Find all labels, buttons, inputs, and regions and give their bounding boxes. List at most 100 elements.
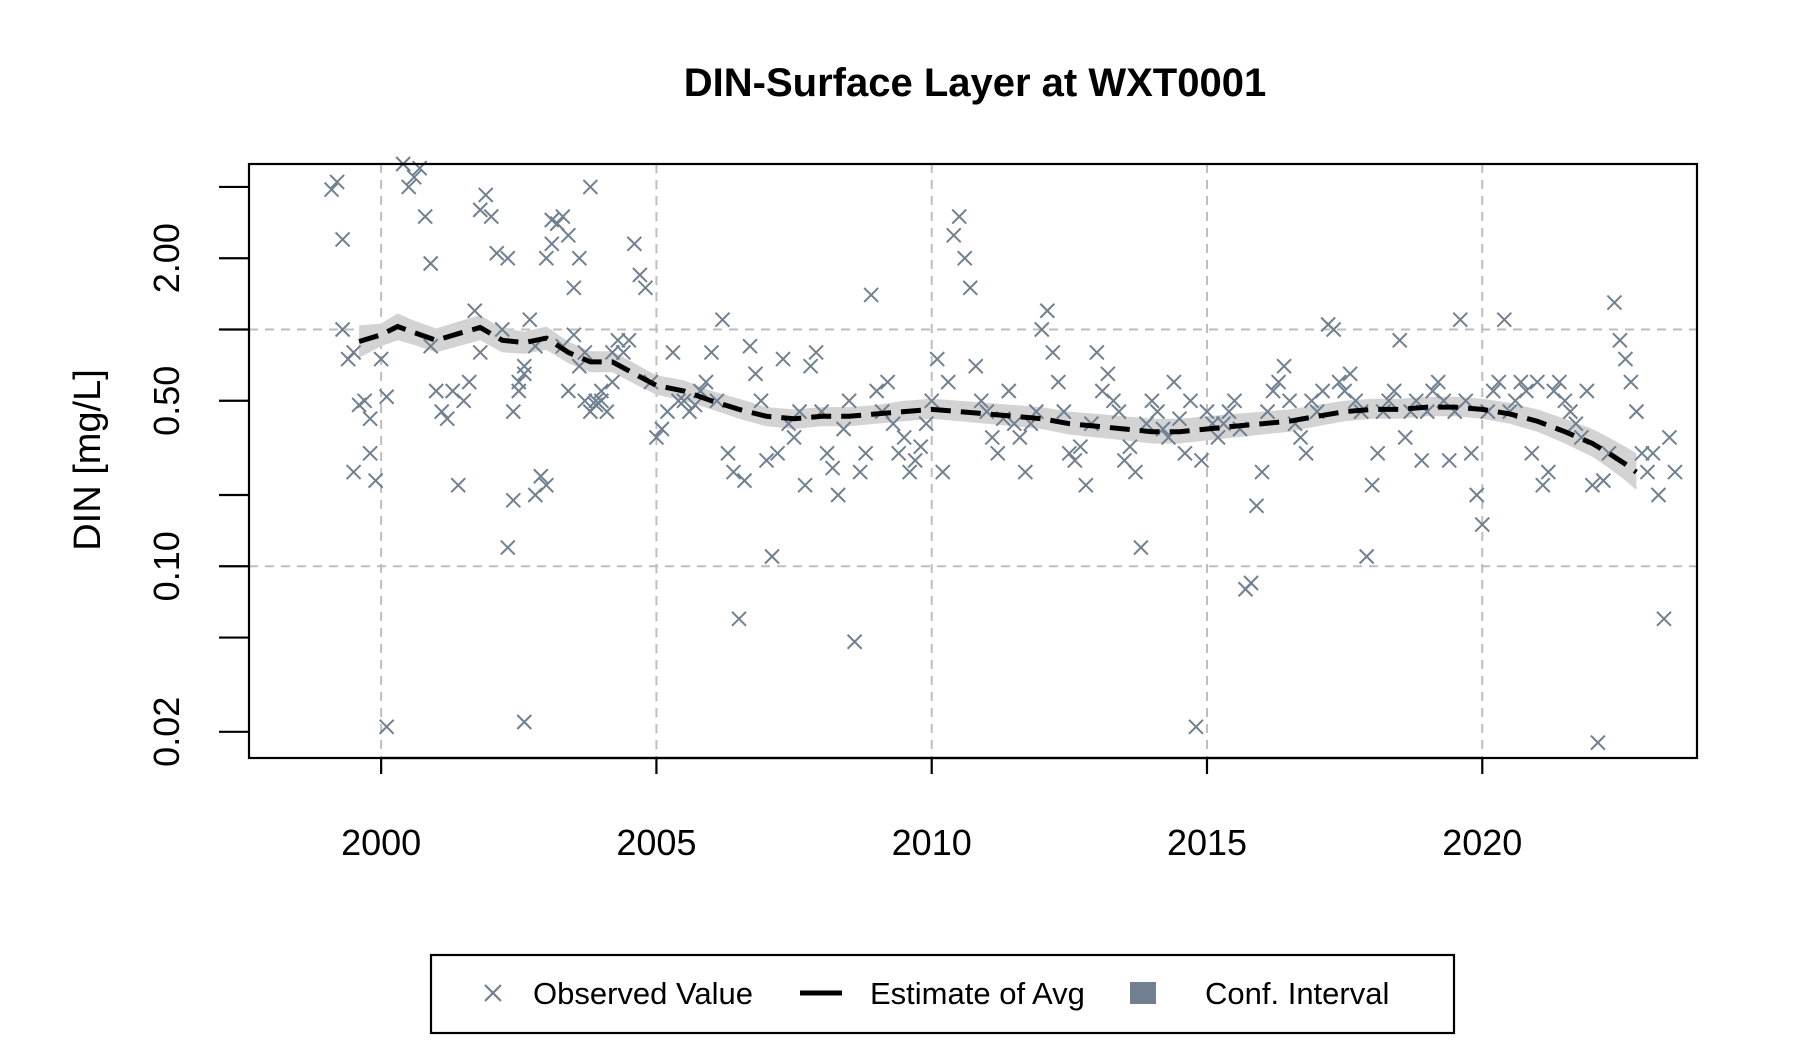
observed-point xyxy=(577,393,593,409)
observed-point xyxy=(698,374,714,390)
observed-point xyxy=(846,634,863,650)
observed-point xyxy=(544,236,560,252)
observed-point xyxy=(422,255,439,272)
observed-point xyxy=(1259,403,1276,420)
observed-point xyxy=(1276,358,1292,374)
observed-point xyxy=(1590,734,1606,751)
observed-point xyxy=(1210,429,1226,446)
observed-point xyxy=(637,280,654,296)
observed-point xyxy=(362,445,378,462)
observed-point xyxy=(1122,438,1138,455)
observed-point xyxy=(769,445,786,462)
observed-point xyxy=(1364,477,1380,493)
observed-point xyxy=(1144,393,1160,409)
observed-point xyxy=(901,464,918,480)
observed-point xyxy=(912,438,929,455)
y-axis-label: DIN [mg/L] xyxy=(67,369,109,551)
observed-point xyxy=(1623,374,1639,390)
legend-label-observed: Observed Value xyxy=(533,976,753,1011)
observed-point xyxy=(626,236,643,252)
observed-point xyxy=(494,321,510,338)
observed-point xyxy=(1182,393,1199,409)
x-tick-label: 2010 xyxy=(892,822,972,863)
observed-point xyxy=(1529,374,1546,390)
observed-point xyxy=(1369,445,1386,462)
observed-point xyxy=(852,464,868,480)
observed-point xyxy=(1056,403,1072,420)
observed-point xyxy=(648,429,665,446)
observed-point xyxy=(456,393,472,409)
observed-point xyxy=(615,344,632,361)
observed-point xyxy=(472,202,488,218)
observed-point xyxy=(747,366,764,382)
y-axis: 0.02 0.10 0.50 2.00 xyxy=(146,185,249,767)
observed-point xyxy=(824,460,841,476)
y-tick-label: 0.10 xyxy=(146,531,187,601)
observed-point xyxy=(1535,477,1551,493)
observed-point xyxy=(400,179,417,195)
observed-point xyxy=(1270,374,1287,390)
observed-point xyxy=(1292,429,1309,446)
observed-point xyxy=(1133,539,1149,556)
legend-label-estimate: Estimate of Avg xyxy=(870,976,1085,1011)
observed-point xyxy=(461,374,477,390)
observed-point xyxy=(1199,403,1215,420)
observed-point xyxy=(1397,429,1413,446)
observed-point xyxy=(720,445,736,462)
observed-point xyxy=(632,267,648,283)
observed-point xyxy=(935,464,951,480)
observed-point xyxy=(566,280,582,296)
observed-point xyxy=(467,303,483,319)
observed-point xyxy=(1149,403,1166,420)
observed-point xyxy=(610,332,626,349)
observed-point xyxy=(489,245,505,261)
observed-point xyxy=(957,250,973,266)
observed-point xyxy=(323,181,340,198)
observed-point xyxy=(527,487,544,503)
observed-point xyxy=(1634,445,1650,462)
observed-point xyxy=(1089,344,1105,361)
observed-point xyxy=(560,383,577,399)
observed-point xyxy=(1584,477,1601,493)
observed-point xyxy=(1314,383,1331,399)
observed-point xyxy=(1452,311,1468,328)
observed-point xyxy=(378,719,395,735)
observed-point xyxy=(1039,303,1056,319)
observed-point xyxy=(1496,311,1513,328)
chart-title: DIN-Surface Layer at WXT0001 xyxy=(684,61,1266,105)
observed-point xyxy=(588,393,604,409)
observed-point xyxy=(835,421,852,437)
observed-point xyxy=(1524,445,1540,462)
observed-point xyxy=(516,366,532,382)
observed-point xyxy=(1463,445,1479,462)
observed-point xyxy=(1127,464,1144,480)
observed-point xyxy=(841,393,857,409)
observed-point xyxy=(593,383,610,399)
observed-point xyxy=(1491,374,1507,390)
observed-point xyxy=(1639,464,1656,480)
observed-point xyxy=(367,472,384,489)
legend-item-estimate: Estimate of Avg xyxy=(800,976,1085,1011)
observed-point xyxy=(356,393,373,409)
observed-point xyxy=(522,311,538,328)
legend-item-observed: Observed Value xyxy=(484,976,753,1011)
observed-point xyxy=(406,169,422,185)
observed-point xyxy=(1331,374,1347,390)
observed-point xyxy=(500,250,516,266)
observed-point xyxy=(511,383,527,399)
observed-point xyxy=(577,344,593,361)
observed-point xyxy=(1557,393,1573,409)
legend-cross-symbol xyxy=(484,984,502,1002)
observed-point xyxy=(703,344,720,361)
y-tick-label: 2.00 xyxy=(146,223,187,293)
observed-point xyxy=(373,351,389,367)
observed-point xyxy=(1568,416,1584,432)
observed-point xyxy=(1645,445,1661,462)
observed-point xyxy=(1006,416,1022,432)
legend-box xyxy=(429,953,1456,1035)
x-tick-label: 2020 xyxy=(1442,822,1522,863)
observed-point xyxy=(472,344,488,361)
observed-point xyxy=(1513,374,1529,390)
observed-point xyxy=(417,208,433,225)
